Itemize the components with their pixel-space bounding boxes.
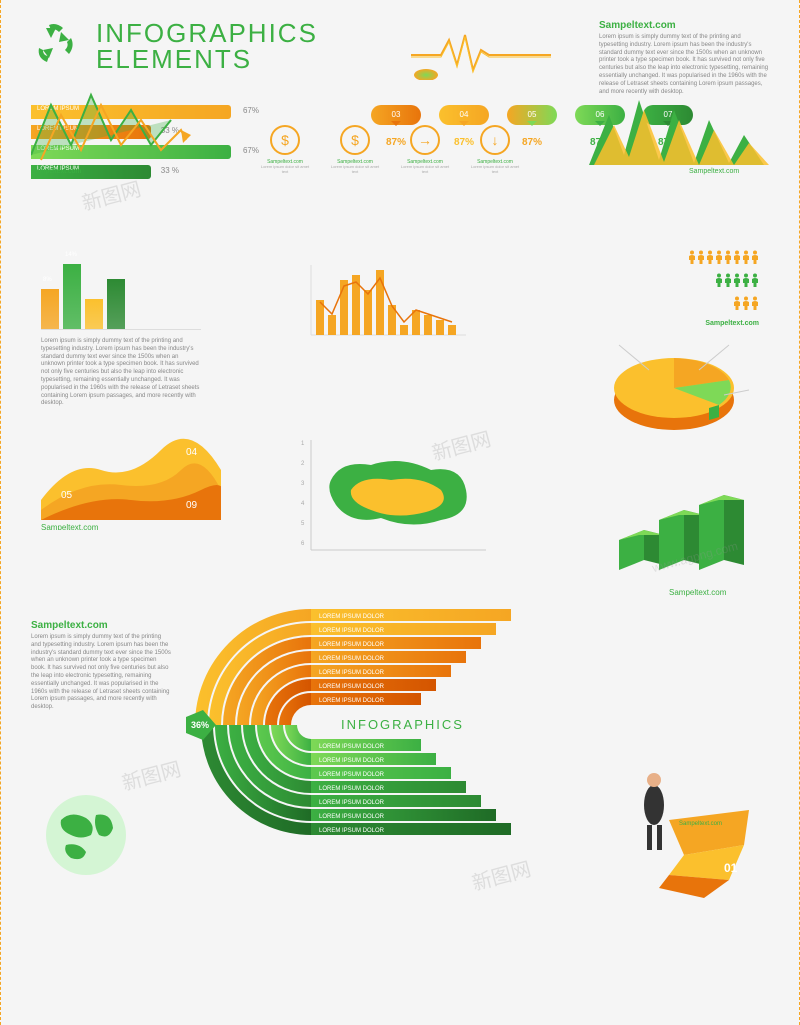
origami-banner: 01 Sampeltext.com: [609, 770, 759, 905]
map-region: 1 2 3 4 5 6: [301, 430, 491, 560]
svg-text:LOREM IPSUM DOLOR: LOREM IPSUM DOLOR: [319, 656, 385, 662]
icon-row: $Sampeltext.comLorem ipsum dolor sit ame…: [260, 125, 520, 175]
svg-text:36%: 36%: [191, 720, 209, 730]
svg-text:LOREM IPSUM DOLOR: LOREM IPSUM DOLOR: [319, 800, 385, 806]
svg-text:LOREM IPSUM DOLOR: LOREM IPSUM DOLOR: [319, 614, 385, 620]
pie-chart-3d: [599, 340, 749, 450]
zigzag-chart: Sampeltext.com: [31, 85, 191, 175]
page-title: INFOGRAPHICS ELEMENTS: [96, 20, 318, 72]
svg-text:LOREM IPSUM DOLOR: LOREM IPSUM DOLOR: [319, 786, 385, 792]
bars-3d: Sampeltext.com: [609, 480, 759, 600]
svg-text:05: 05: [61, 490, 73, 501]
people-infographic: Sampeltext.com: [687, 250, 759, 327]
svg-text:4: 4: [301, 501, 305, 507]
svg-text:2: 2: [301, 461, 305, 467]
svg-text:Sampeltext.com: Sampeltext.com: [41, 523, 99, 530]
area-chart: 04 05 09 Sampeltext.com: [41, 420, 221, 530]
svg-text:LOREM IPSUM DOLOR: LOREM IPSUM DOLOR: [319, 684, 385, 690]
svg-text:01: 01: [724, 861, 738, 875]
svg-text:1: 1: [301, 441, 305, 447]
svg-text:LOREM IPSUM DOLOR: LOREM IPSUM DOLOR: [319, 744, 385, 750]
recycle-icon: [31, 20, 81, 75]
svg-text:LOREM IPSUM DOLOR: LOREM IPSUM DOLOR: [319, 772, 385, 778]
svg-text:Sampeltext.com: Sampeltext.com: [679, 821, 722, 827]
svg-text:LOREM IPSUM DOLOR: LOREM IPSUM DOLOR: [319, 698, 385, 704]
svg-text:LOREM IPSUM DOLOR: LOREM IPSUM DOLOR: [319, 628, 385, 634]
left-text-block: Sampeltext.com Lorem ipsum is simply dum…: [31, 620, 171, 712]
svg-text:LOREM IPSUM DOLOR: LOREM IPSUM DOLOR: [319, 642, 385, 648]
pulse-icon: [411, 30, 551, 80]
svg-text:LOREM IPSUM DOLOR: LOREM IPSUM DOLOR: [319, 814, 385, 820]
radial-bar-chart: LOREM IPSUM DOLOR LOREM IPSUM DOLOR LOREM …: [181, 560, 601, 895]
svg-text:04: 04: [186, 447, 198, 458]
svg-text:09: 09: [186, 500, 198, 511]
svg-text:3: 3: [301, 481, 305, 487]
svg-text:Sampeltext.com: Sampeltext.com: [31, 168, 81, 175]
bar-line-chart: [301, 260, 471, 350]
svg-text:Sampeltext.com: Sampeltext.com: [669, 588, 727, 597]
svg-text:LOREM IPSUM DOLOR: LOREM IPSUM DOLOR: [319, 758, 385, 764]
svg-text:LOREM IPSUM DOLOR: LOREM IPSUM DOLOR: [319, 670, 385, 676]
svg-text:Sampeltext.com: Sampeltext.com: [689, 168, 739, 175]
svg-text:LOREM IPSUM DOLOR: LOREM IPSUM DOLOR: [319, 828, 385, 834]
svg-text:INFOGRAPHICS: INFOGRAPHICS: [341, 717, 464, 732]
globe-icon: [41, 790, 131, 880]
svg-text:5: 5: [301, 521, 305, 527]
svg-text:6: 6: [301, 541, 305, 547]
mini-bar-chart: 8%14% Lorem ipsum is simply dummy text o…: [41, 250, 201, 360]
peaks-chart: Sampeltext.com: [589, 85, 769, 175]
